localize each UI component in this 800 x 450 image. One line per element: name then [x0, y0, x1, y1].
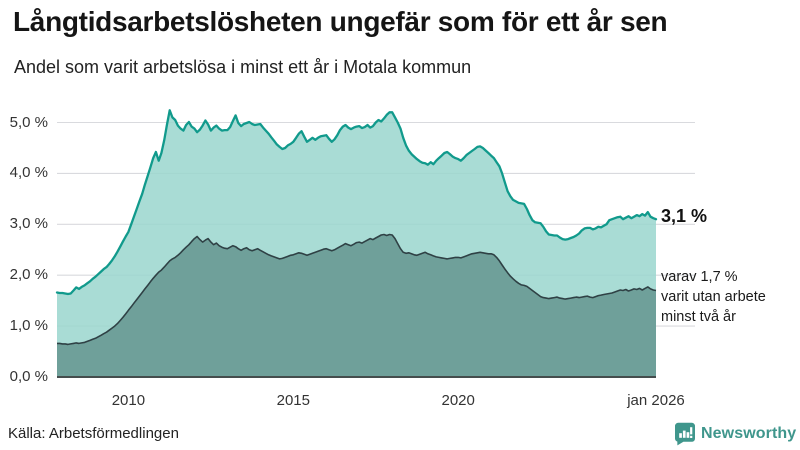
newsworthy-wordmark: Newsworthy: [701, 425, 797, 442]
y-tick-label: 1,0 %: [9, 317, 48, 335]
newsworthy-logo: Newsworthy: [674, 422, 796, 446]
series-end-value-label: 3,1 %: [661, 206, 708, 226]
page-title: Långtidsarbetslösheten ungefär som för e…: [13, 6, 668, 37]
chart-subtitle: Andel som varit arbetslösa i minst ett å…: [14, 57, 472, 77]
x-tick-label: 2015: [276, 392, 310, 409]
y-tick-label: 2,0 %: [9, 266, 48, 284]
source-attribution: Källa: Arbetsförmedlingen: [8, 425, 179, 442]
y-tick-label: 0,0 %: [9, 368, 48, 385]
x-tick-label: jan 2026: [627, 392, 685, 409]
y-tick-label: 3,0 %: [9, 215, 48, 233]
series-subset-annotation: varav 1,7 % varit utan arbete minst två …: [661, 267, 766, 327]
x-tick-label: 2020: [441, 392, 475, 409]
y-tick-label: 4,0 %: [9, 164, 48, 182]
annotation-line: varit utan arbete: [661, 289, 766, 305]
annotation-line: varav 1,7 %: [661, 269, 738, 285]
annotation-line: minst två år: [661, 309, 736, 325]
y-tick-label: 5,0 %: [9, 113, 48, 131]
x-tick-label: 2010: [111, 392, 146, 409]
newsworthy-barchart-icon: [674, 422, 696, 446]
